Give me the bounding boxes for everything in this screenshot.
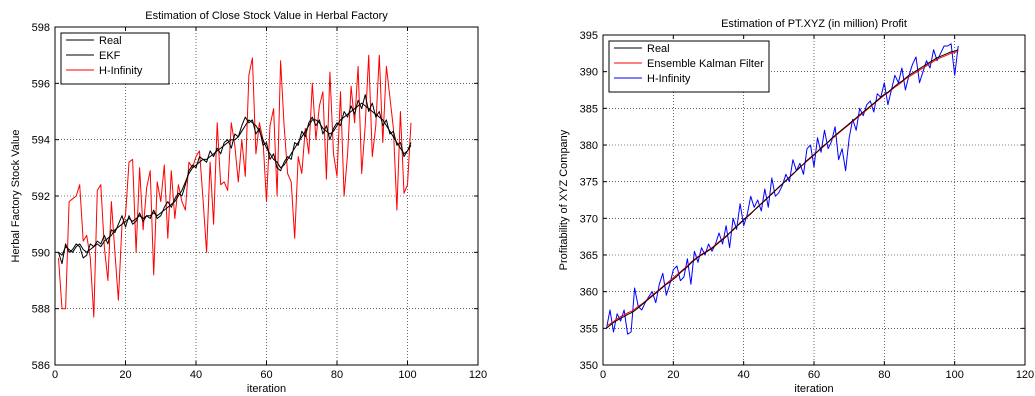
y-tick-label: 360: [580, 287, 598, 299]
x-tick-label: 0: [600, 369, 606, 381]
legend-label: EKF: [99, 50, 121, 62]
x-tick-label: 60: [808, 369, 820, 381]
series-line-h-infinity: [58, 54, 412, 318]
y-tick-label: 594: [32, 135, 50, 147]
x-tick-label: 60: [260, 369, 272, 381]
y-tick-label: 370: [580, 213, 598, 225]
y-tick-label: 390: [580, 67, 598, 79]
legend-label: Real: [647, 43, 670, 55]
x-tick-label: 20: [119, 369, 131, 381]
chart-title: Estimation of Close Stock Value in Herba…: [145, 10, 388, 22]
y-tick-label: 395: [580, 30, 598, 42]
x-tick-label: 0: [52, 369, 58, 381]
chart-title: Estimation of PT.XYZ (in million) Profit: [721, 18, 907, 30]
legend-box: [608, 40, 770, 93]
series-group: [606, 43, 959, 335]
legend-label: Real: [99, 35, 122, 47]
y-tick-label: 592: [32, 191, 50, 203]
x-tick-label: 40: [738, 369, 750, 381]
legend-label: H-Infinity: [647, 73, 691, 85]
y-tick-label: 598: [32, 22, 50, 34]
y-tick-label: 588: [32, 304, 50, 316]
x-tick-label: 20: [667, 369, 679, 381]
y-tick-label: 380: [580, 140, 598, 152]
y-axis-label: Herbal Factory Stock Value: [10, 129, 22, 262]
y-tick-label: 355: [580, 323, 598, 335]
x-tick-label: 100: [398, 369, 416, 381]
legend-label: H-Infinity: [99, 65, 143, 77]
x-tick-label: 80: [331, 369, 343, 381]
y-tick-label: 350: [580, 360, 598, 372]
x-tick-label: 120: [1016, 369, 1034, 381]
x-tick-label: 120: [469, 369, 487, 381]
chart-herbal-stock: Estimation of Close Stock Value in Herba…: [10, 10, 487, 395]
y-tick-label: 586: [32, 360, 50, 372]
chart-xyz-profit: Estimation of PT.XYZ (in million) Profit…: [558, 18, 1034, 395]
x-tick-label: 40: [190, 369, 202, 381]
x-axis-label: iteration: [247, 383, 286, 395]
legend-box: [60, 32, 170, 85]
y-axis-label: Profitability of XYZ Company: [558, 129, 570, 270]
y-tick-label: 375: [580, 177, 598, 189]
series-group: [58, 54, 412, 318]
y-tick-label: 365: [580, 250, 598, 262]
legend: Real EKF H-Infinity: [60, 32, 170, 85]
legend-label: Ensemble Kalman Filter: [647, 58, 764, 70]
y-tick-label: 596: [32, 78, 50, 90]
y-tick-label: 385: [580, 103, 598, 115]
x-tick-label: 80: [878, 369, 890, 381]
series-line-h-infinity: [606, 43, 959, 335]
x-axis-label: iteration: [794, 383, 833, 395]
series-line-real: [606, 49, 959, 329]
y-tick-label: 590: [32, 247, 50, 259]
legend: Real Ensemble Kalman Filter H-Infinity: [608, 40, 770, 93]
series-line-ekf: [58, 94, 412, 265]
x-tick-label: 100: [945, 369, 963, 381]
